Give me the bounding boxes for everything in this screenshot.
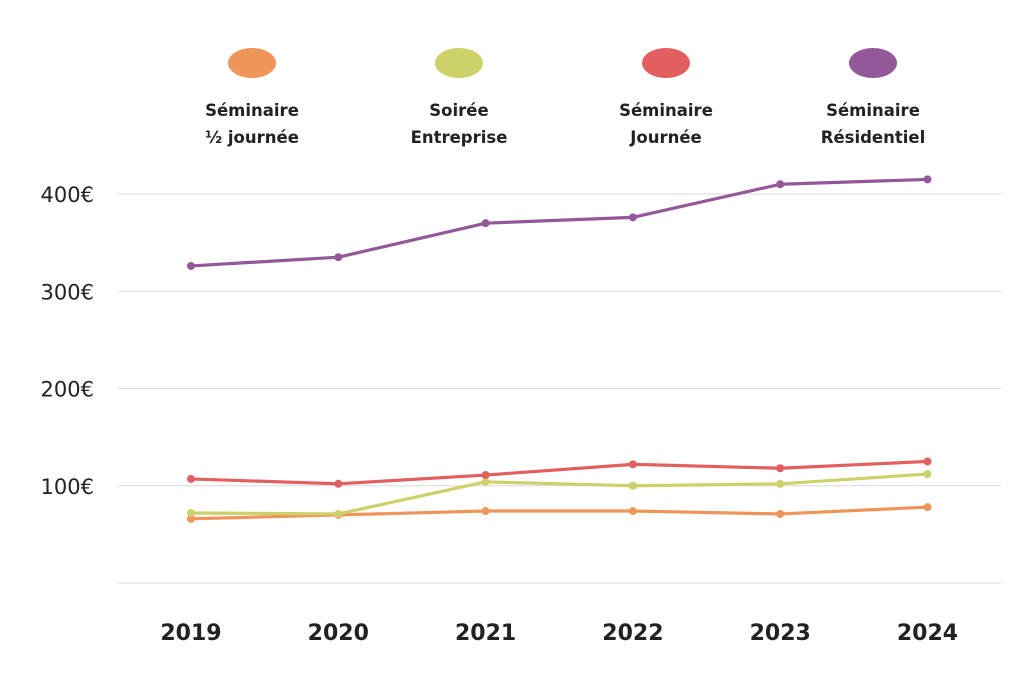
data-point [776,180,785,189]
legend-label: Séminaire [205,101,299,120]
legend-label: Soirée [429,101,488,120]
legend-item-3: Séminaire Résidentiel [821,48,926,147]
legend-swatch-icon [642,48,690,78]
data-point [481,471,490,480]
x-tick-label: 2024 [897,621,958,646]
legend-label: ½ journée [205,128,299,147]
series-3 [187,175,932,270]
y-tick-label: 400€ [41,183,94,207]
data-point [334,509,343,518]
legend-item-1: Soirée Entreprise [411,48,508,147]
data-point [776,479,785,488]
x-tick-label: 2020 [308,621,369,646]
series-2 [187,457,932,488]
data-point [628,460,637,469]
data-point [334,253,343,262]
data-point [481,219,490,228]
data-point [628,481,637,490]
data-point [481,507,490,516]
x-axis: 2019 2020 2021 2022 2023 2024 [160,621,958,646]
legend: Séminaire ½ journée Soirée Entreprise Sémina… [205,48,925,147]
legend-item-0: Séminaire ½ journée [205,48,299,147]
legend-label: Entreprise [411,128,508,147]
y-tick-label: 300€ [41,280,94,304]
series-line [189,505,930,521]
data-point [334,479,343,488]
data-point [776,464,785,473]
data-point [187,474,195,483]
y-axis: 100€ 200€ 300€ 400€ [41,183,94,499]
series-lines [187,175,932,523]
data-point [923,457,932,466]
data-point [187,261,195,270]
series-1 [187,470,932,518]
data-point [923,503,932,512]
data-point [923,470,932,479]
series-line [189,459,930,486]
series-line [189,177,930,268]
data-point [481,477,490,486]
series-line [189,472,930,516]
data-point [187,514,195,523]
legend-label: Journée [629,128,702,147]
legend-label: Séminaire [826,101,920,120]
data-point [628,213,637,222]
data-point [187,508,195,517]
series-0 [187,503,932,523]
legend-swatch-icon [849,48,897,78]
x-tick-label: 2021 [455,621,516,646]
legend-swatch-icon [228,48,276,78]
gridlines [118,193,1001,584]
legend-label: Résidentiel [821,128,926,147]
legend-label: Séminaire [619,101,713,120]
legend-swatch-icon [435,48,483,78]
data-point [628,507,637,516]
x-tick-label: 2019 [160,621,221,646]
data-point [776,509,785,518]
x-tick-label: 2022 [602,621,663,646]
y-tick-label: 200€ [41,378,94,402]
x-tick-label: 2023 [750,621,811,646]
legend-item-2: Séminaire Journée [619,48,713,147]
data-point [923,175,932,184]
y-tick-label: 100€ [41,475,94,499]
